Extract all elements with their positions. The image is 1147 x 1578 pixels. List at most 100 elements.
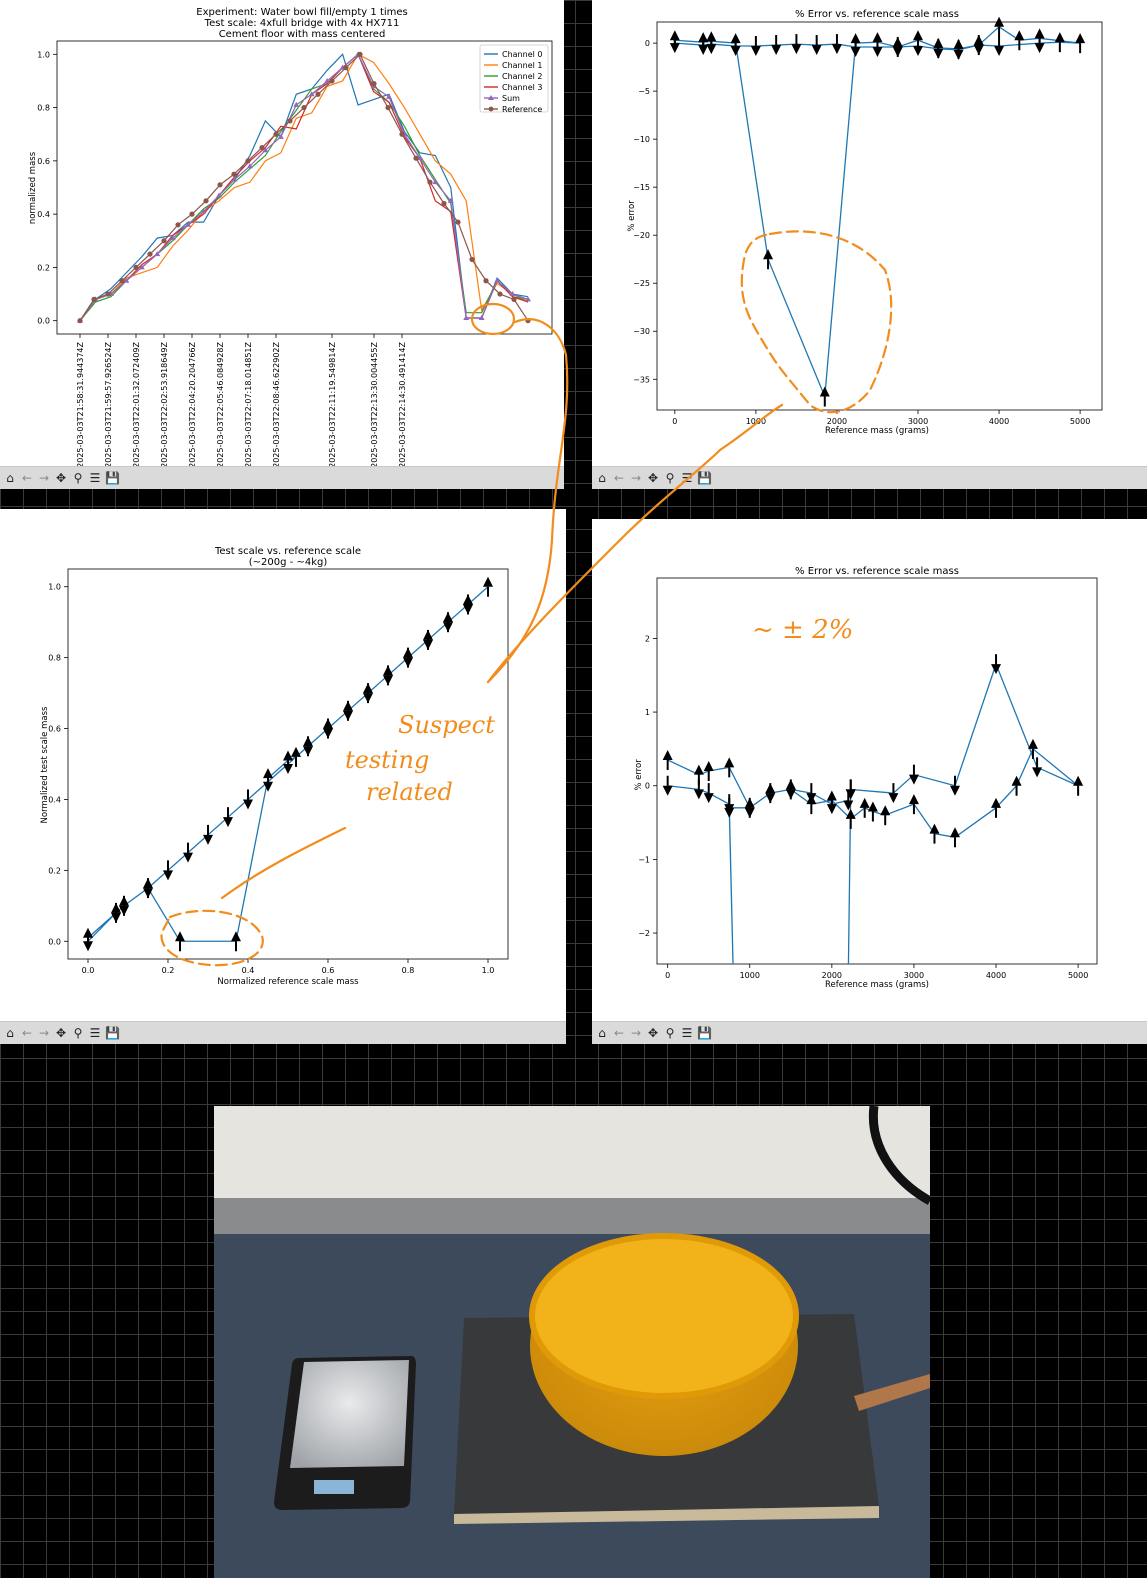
configure-icon[interactable]: ☰	[681, 1026, 693, 1040]
sum-marker	[432, 179, 439, 185]
reference-marker	[441, 200, 447, 207]
x-tick-label: 3000	[904, 971, 924, 980]
home-icon[interactable]: ⌂	[6, 471, 14, 485]
error-arrow-head	[908, 794, 919, 805]
y-tick-label: −20	[633, 231, 650, 240]
reference-marker	[385, 104, 391, 111]
save-icon[interactable]: 💾	[105, 471, 120, 485]
save-icon[interactable]: 💾	[697, 471, 712, 485]
error-plot-window-top: % Error vs. reference scale mass Referen…	[592, 0, 1147, 489]
chart-title: Test scale vs. reference scale	[214, 546, 361, 557]
series-line-1	[79, 53, 529, 322]
error-arrow-head	[765, 793, 776, 804]
error-arrow-head	[845, 808, 856, 819]
pan-icon[interactable]: ✥	[55, 1026, 67, 1040]
y-tick-label: 0.2	[48, 866, 61, 875]
error-arrow-head	[83, 941, 93, 952]
reference-marker	[329, 78, 335, 84]
zoom-icon[interactable]: ⚲	[665, 1026, 675, 1040]
home-icon[interactable]: ⌂	[6, 1026, 14, 1040]
forward-icon[interactable]: →	[630, 1026, 642, 1040]
y-tick-label: 0	[645, 782, 650, 791]
x-tick-label: 2000	[822, 971, 842, 980]
error-arrow-head	[443, 622, 453, 633]
error-arrow-head	[163, 870, 173, 881]
error-arrow-head	[706, 44, 717, 55]
x-tick-label: 2025-03-03T22:02:53.918649Z	[160, 341, 169, 466]
error-arrow-head	[1073, 775, 1084, 786]
reference-marker	[413, 155, 419, 161]
configure-icon[interactable]: ☰	[89, 471, 101, 485]
wall	[214, 1106, 930, 1206]
sum-marker	[154, 251, 161, 257]
y-tick-label: 0.0	[37, 317, 50, 326]
reference-marker	[189, 211, 195, 217]
error-arrow-head	[303, 746, 313, 757]
pan-icon[interactable]: ✥	[647, 1026, 659, 1040]
legend-label: Channel 1	[502, 61, 542, 70]
scale-comparison-chart: Test scale vs. reference scale (~200g - …	[40, 546, 509, 987]
reference-marker	[105, 291, 111, 297]
back-icon[interactable]: ←	[613, 1026, 625, 1040]
legend-label: Channel 2	[502, 72, 542, 81]
x-tick-label: 0.8	[402, 966, 415, 975]
forward-icon[interactable]: →	[38, 1026, 50, 1040]
error-arrow-head	[872, 46, 883, 57]
reference-marker	[371, 81, 377, 87]
toolbar: ⌂ ← → ✥ ⚲ ☰ 💾	[592, 466, 1147, 489]
error-arrow-head	[243, 799, 253, 810]
error-arrow-head	[662, 749, 673, 760]
y-axis-label: normalized mass	[28, 151, 38, 224]
error-arrow-head	[223, 817, 233, 828]
home-icon[interactable]: ⌂	[598, 1026, 606, 1040]
forward-icon[interactable]: →	[38, 471, 50, 485]
pan-icon[interactable]: ✥	[55, 471, 67, 485]
error-arrow-head	[913, 30, 924, 41]
zoom-icon[interactable]: ⚲	[665, 471, 675, 485]
legend-label: Channel 3	[502, 83, 542, 92]
pan-icon[interactable]: ✥	[647, 471, 659, 485]
y-tick-label: 0.4	[48, 795, 61, 804]
back-icon[interactable]: ←	[21, 471, 33, 485]
error-arrow-head	[826, 804, 837, 815]
chart-title: % Error vs. reference scale mass	[795, 566, 959, 577]
reference-scale-display	[314, 1480, 354, 1494]
back-icon[interactable]: ←	[21, 1026, 33, 1040]
reference-marker	[217, 182, 223, 188]
save-icon[interactable]: 💾	[697, 1026, 712, 1040]
back-icon[interactable]: ←	[613, 471, 625, 485]
experiment-plot-window: Experiment: Water bowl fill/empty 1 time…	[0, 0, 564, 489]
error-series-line	[667, 662, 1079, 964]
error-arrow-head	[908, 774, 919, 785]
toolbar: ⌂ ← → ✥ ⚲ ☰ 💾	[0, 466, 564, 489]
error-arrow-head	[403, 657, 413, 668]
x-tick-label: 2000	[827, 417, 847, 426]
x-tick-label: 4000	[986, 971, 1006, 980]
sum-marker	[185, 221, 192, 227]
configure-icon[interactable]: ☰	[681, 471, 693, 485]
legend-label: Reference	[502, 105, 542, 114]
configure-icon[interactable]: ☰	[89, 1026, 101, 1040]
error-arrow-head	[1034, 43, 1045, 54]
zoom-icon[interactable]: ⚲	[73, 1026, 83, 1040]
y-tick-label: −2	[638, 929, 650, 938]
reference-marker	[357, 51, 363, 57]
setup-photo-drawing	[214, 1106, 930, 1578]
home-icon[interactable]: ⌂	[598, 471, 606, 485]
error-arrow-head	[994, 16, 1005, 27]
reference-scale-top	[290, 1360, 409, 1468]
legend-label: Sum	[502, 94, 520, 103]
x-tick-label: 5000	[1070, 417, 1090, 426]
zoom-icon[interactable]: ⚲	[73, 471, 83, 485]
save-icon[interactable]: 💾	[105, 1026, 120, 1040]
reference-marker	[259, 144, 265, 151]
forward-icon[interactable]: →	[630, 471, 642, 485]
chart-title: Experiment: Water bowl fill/empty 1 time…	[196, 7, 408, 18]
reference-marker	[399, 131, 405, 137]
reference-marker	[343, 65, 349, 71]
x-tick-label: 0.2	[162, 966, 175, 975]
reference-marker	[315, 91, 321, 97]
cable	[868, 1106, 930, 1205]
error-arrow-head	[845, 789, 856, 800]
sum-marker	[231, 176, 238, 182]
